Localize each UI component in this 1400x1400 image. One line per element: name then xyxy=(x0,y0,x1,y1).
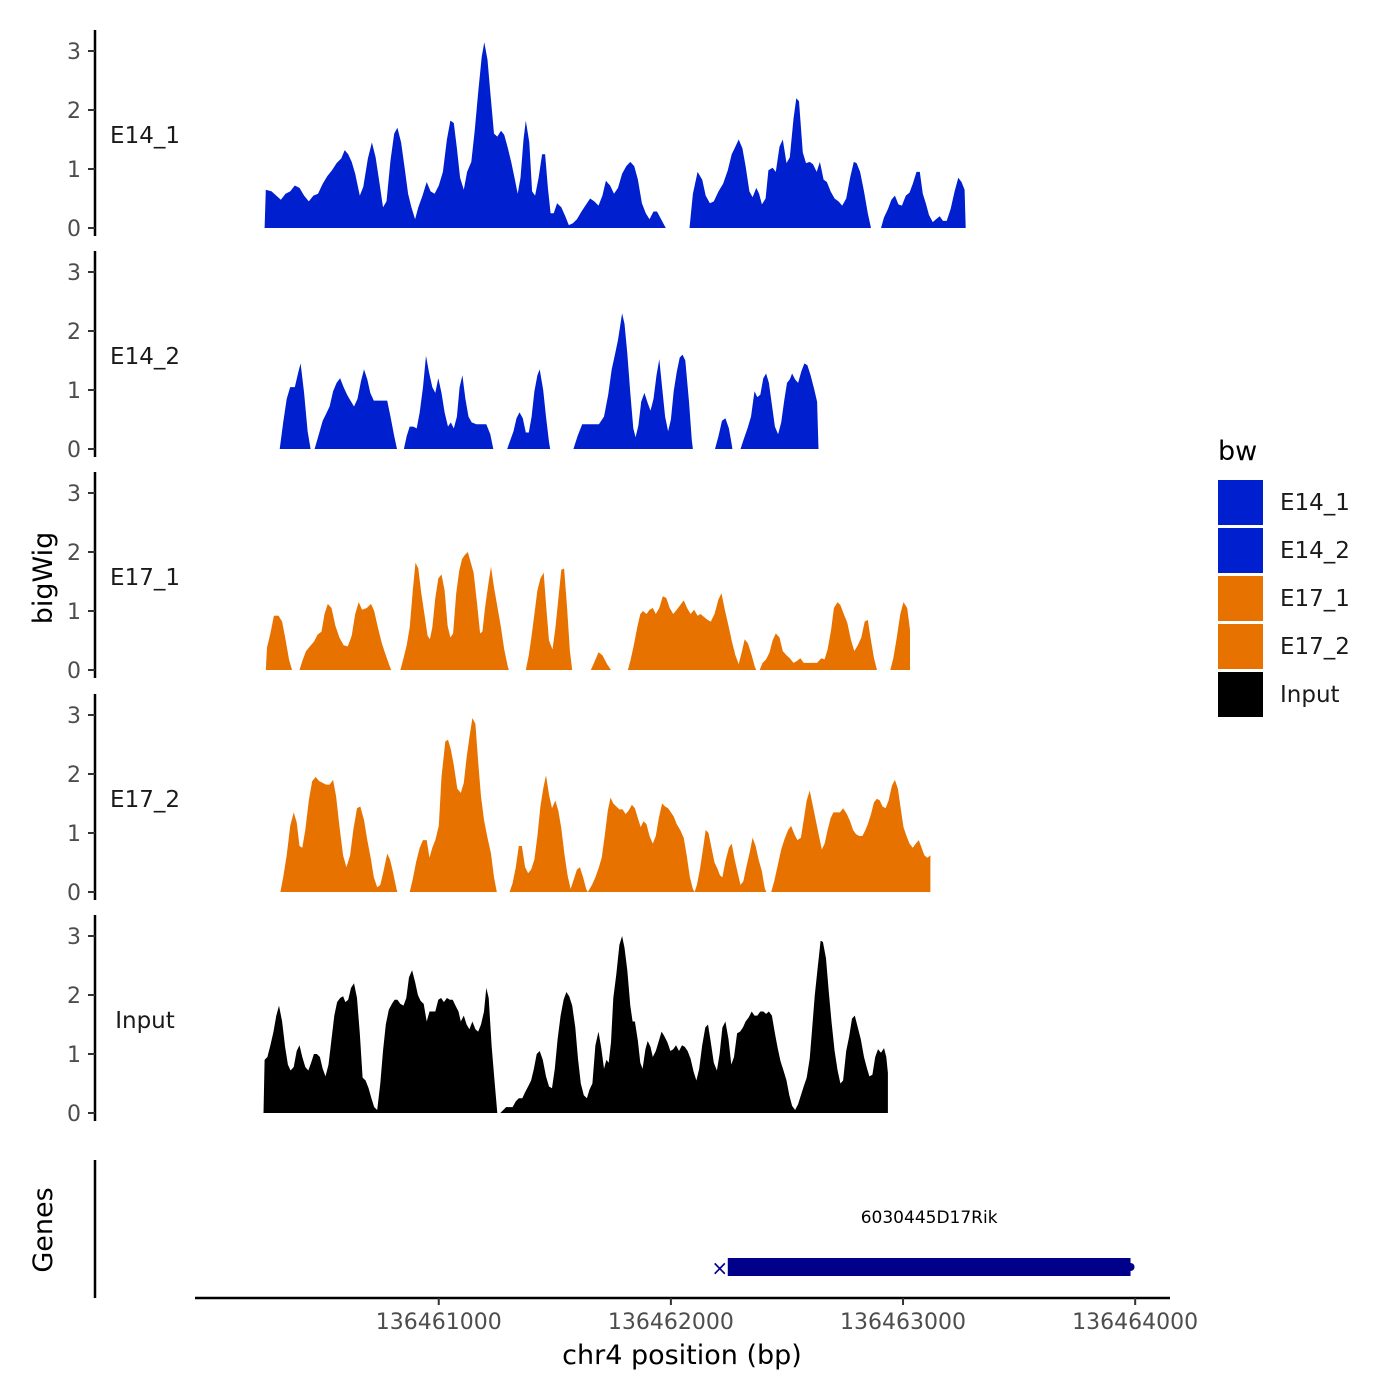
coverage-area-e17-1-4 xyxy=(525,568,573,670)
legend-swatch-e17-1 xyxy=(1218,576,1263,621)
coverage-area-e14-1-1 xyxy=(264,42,666,229)
gene-end-marker xyxy=(1126,1263,1135,1271)
y-tick-label: 1 xyxy=(67,158,81,183)
track-e17-2: 0 1 2 3 E17_2 xyxy=(67,694,931,906)
legend-swatch-e17-2 xyxy=(1218,624,1263,669)
y-tick-label: 2 xyxy=(67,99,81,124)
x-tick-label: 136461000 xyxy=(376,1310,502,1335)
legend-label-e17-1: E17_1 xyxy=(1280,586,1350,612)
y-tick-label: 0 xyxy=(67,659,81,684)
y-tick-label: 3 xyxy=(67,482,81,507)
y-tick-label: 3 xyxy=(67,704,81,729)
x-axis-title: chr4 position (bp) xyxy=(562,1340,802,1371)
legend-swatch-e14-2 xyxy=(1218,528,1263,573)
x-tick-label: 136463000 xyxy=(840,1310,966,1335)
legend: bw E14_1 E14_2 E17_1 E17_2 Input xyxy=(1218,436,1350,717)
gene-body xyxy=(727,1258,1131,1276)
coverage-area-e17-2-2 xyxy=(409,718,497,892)
coverage-area-input-2 xyxy=(500,936,888,1113)
legend-title: bw xyxy=(1218,436,1257,467)
coverage-area-e14-2-5 xyxy=(573,313,693,449)
y-tick-label: 1 xyxy=(67,822,81,847)
coverage-area-e14-1-3 xyxy=(881,171,966,228)
coverage-tracks: 0 1 2 3 E14_1 0 1 2 3 E14_2 0 1 2 3 E17_1 0 1 2 3 E17_2 0 1 2 3… xyxy=(67,30,966,1127)
y-tick-label: 3 xyxy=(67,261,81,286)
coverage-area-e14-2-4 xyxy=(507,369,551,449)
track-e14-1: 0 1 2 3 E14_1 xyxy=(67,30,966,242)
legend-label-input: Input xyxy=(1280,682,1340,708)
y-tick-label: 3 xyxy=(67,40,81,65)
track-label-e17-2: E17_2 xyxy=(110,787,180,813)
coverage-area-e14-2-2 xyxy=(314,369,397,449)
y-tick-label: 0 xyxy=(67,1102,81,1127)
coverage-area-input-1 xyxy=(263,970,498,1113)
y-tick-label: 3 xyxy=(67,925,81,950)
coverage-area-e17-1-1 xyxy=(265,615,292,670)
y-tick-label: 2 xyxy=(67,541,81,566)
y-tick-label: 2 xyxy=(67,984,81,1009)
coverage-area-e14-1-2 xyxy=(689,98,871,228)
y-tick-label: 1 xyxy=(67,1043,81,1068)
coverage-area-e14-2-7 xyxy=(740,363,819,449)
x-tick-label: 136462000 xyxy=(608,1310,734,1335)
coverage-area-e17-1-7 xyxy=(759,602,877,670)
track-label-e17-1: E17_1 xyxy=(110,565,180,591)
legend-swatch-input xyxy=(1218,672,1263,717)
y-tick-label: 1 xyxy=(67,600,81,625)
coverage-area-e17-1-2 xyxy=(299,602,392,670)
coverage-area-e17-2-4 xyxy=(771,779,931,892)
x-axis: 136461000 136462000 136463000 136464000 xyxy=(195,1296,1198,1335)
track-label-input: Input xyxy=(115,1008,175,1034)
track-e17-1: 0 1 2 3 E17_1 xyxy=(67,472,910,684)
y-tick-label: 2 xyxy=(67,763,81,788)
coverage-area-e14-2-6 xyxy=(715,418,733,449)
track-input: 0 1 2 3 Input xyxy=(67,915,888,1127)
y-axis-title-genes: Genes xyxy=(28,1187,59,1272)
coverage-area-e17-1-6 xyxy=(627,593,757,670)
genes-panel: × 6030445D17Rik xyxy=(93,1160,1135,1298)
y-tick-label: 0 xyxy=(67,438,81,463)
track-e14-2: 0 1 2 3 E14_2 xyxy=(67,251,819,463)
coverage-area-e14-2-3 xyxy=(403,355,494,449)
gene-label: 6030445D17Rik xyxy=(861,1208,998,1228)
y-tick-label: 2 xyxy=(67,320,81,345)
y-tick-label: 0 xyxy=(67,881,81,906)
coverage-area-e17-1-3 xyxy=(400,552,509,670)
coverage-area-e17-2-3 xyxy=(509,775,767,892)
coverage-area-e14-2-1 xyxy=(279,363,311,449)
legend-label-e17-2: E17_2 xyxy=(1280,634,1350,660)
coverage-area-e17-1-5 xyxy=(590,652,611,670)
y-tick-label: 1 xyxy=(67,379,81,404)
legend-label-e14-1: E14_1 xyxy=(1280,490,1350,516)
coverage-area-e17-1-8 xyxy=(890,602,910,670)
y-axis-title-bigwig: bigWig xyxy=(28,532,59,625)
gene-strand-marker: × xyxy=(711,1256,728,1280)
track-label-e14-1: E14_1 xyxy=(110,123,180,149)
coverage-area-e17-2-1 xyxy=(280,777,398,892)
y-tick-label: 0 xyxy=(67,217,81,242)
x-tick-label: 136464000 xyxy=(1072,1310,1198,1335)
legend-swatch-e14-1 xyxy=(1218,480,1263,525)
legend-label-e14-2: E14_2 xyxy=(1280,538,1350,564)
track-label-e14-2: E14_2 xyxy=(110,344,180,370)
